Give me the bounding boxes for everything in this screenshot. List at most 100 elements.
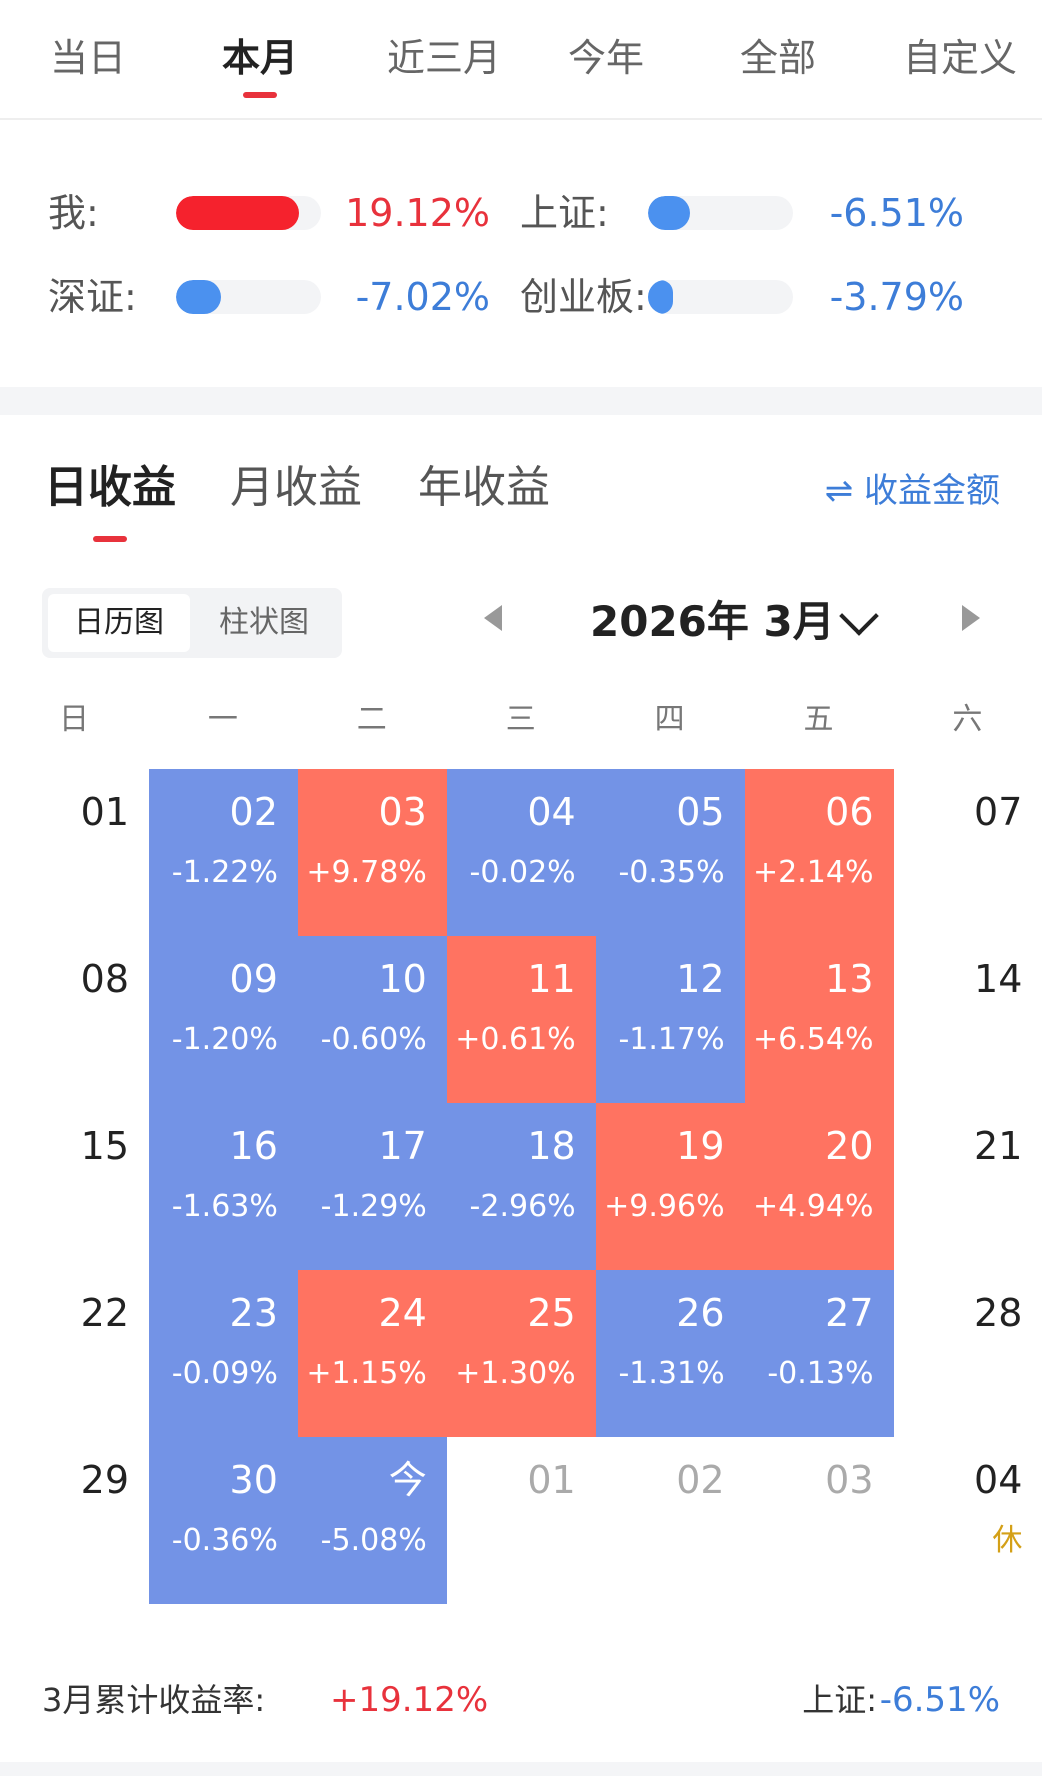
calendar-day-cell[interactable]: 03 +9.78% [297,769,447,936]
bar-view-button[interactable]: 柱状图 [219,605,309,640]
calendar-day-cell[interactable]: 07 [893,769,1042,936]
day-number: 12 [676,957,725,1001]
calendar-day-cell[interactable]: 02 -1.22% [148,769,298,936]
calendar-day-cell[interactable]: 03 [745,1437,894,1604]
tab-label: 本月 [221,36,298,80]
day-return: -0.09% [171,1356,278,1391]
next-month-arrow-icon[interactable] [962,605,980,631]
calendar-day-cell[interactable]: 13 +6.54% [744,936,894,1103]
calendar-day-cell[interactable]: 26 -1.31% [595,1270,745,1437]
calendar-day-cell[interactable]: 15 [0,1103,149,1270]
calendar-day-cell[interactable]: 08 [0,936,149,1103]
day-number: 16 [229,1124,278,1168]
calendar-day-cell[interactable]: 25 +1.30% [446,1270,596,1437]
calendar-day-cell[interactable]: 14 [893,936,1042,1103]
calendar-day-cell[interactable]: 11 +0.61% [446,936,596,1103]
day-number: 28 [974,1291,1023,1335]
tab-monthly-profit[interactable]: 月收益 [230,458,362,518]
calendar-day-cell[interactable]: 27 -0.13% [744,1270,894,1437]
day-number: 18 [527,1124,576,1168]
day-number: 11 [527,957,576,1001]
day-number: 19 [676,1124,725,1168]
month-title[interactable]: 2026年 3月 [590,597,835,646]
day-return: -2.96% [469,1189,576,1224]
tab-label: 当日 [49,36,126,80]
calendar-day-cell[interactable]: 05 -0.35% [595,769,745,936]
day-return: -1.29% [320,1189,427,1224]
active-tab-indicator [243,92,277,98]
calendar-day-cell[interactable]: 22 [0,1270,149,1437]
tab-label: 近三月 [386,36,501,80]
day-return: -1.20% [171,1022,278,1057]
bottom-divider [0,1762,1042,1776]
calendar-day-cell[interactable]: 04 -0.02% [446,769,596,936]
calendar-day-cell[interactable]: 01 [0,769,149,936]
shanghai-value: -6.51% [829,191,964,235]
day-return: +4.94% [753,1189,874,1224]
chinext-bar [648,280,793,314]
tab-today[interactable]: 当日 [40,30,136,90]
shanghai-bar [648,196,793,230]
calendar-day-cell[interactable]: 23 -0.09% [148,1270,298,1437]
shenzhen-bar [176,280,321,314]
calendar-day-cell[interactable]: 19 +9.96% [595,1103,745,1270]
day-number: 07 [974,790,1023,834]
profit-amount-toggle[interactable]: ⇌ 收益金额 [824,471,1000,511]
tab-yearly-profit[interactable]: 年收益 [418,458,550,518]
day-number: 今 [388,1458,427,1502]
day-return: -0.13% [767,1356,874,1391]
calendar-view-button[interactable]: 日历图 [48,594,190,652]
tab-label: 日收益 [44,462,176,513]
calendar-day-cell[interactable]: 10 -0.60% [297,936,447,1103]
day-number: 17 [378,1124,427,1168]
cumulative-return-value: +19.12% [330,1680,489,1720]
day-return: -1.31% [618,1356,725,1391]
return-comparison: 我: 19.12% 上证: -6.51% 深证: -7.02% 创业板: -3.… [0,122,1042,387]
chinext-bar-fill [648,280,673,314]
calendar-day-cell[interactable]: 30 -0.36% [148,1437,298,1604]
tab-this-year[interactable]: 今年 [558,30,654,90]
weekday-label: 一 [207,702,238,737]
my-return-bar-fill [176,196,300,230]
tab-label: 月收益 [230,462,362,513]
calendar-day-cell[interactable]: 17 -1.29% [297,1103,447,1270]
calendar-day-cell[interactable]: 今 -5.08% [297,1437,447,1604]
day-return: -0.36% [171,1523,278,1558]
calendar-day-cell[interactable]: 02 [596,1437,745,1604]
day-number: 13 [825,957,874,1001]
my-return-value: 19.12% [345,191,490,235]
tab-daily-profit[interactable]: 日收益 [44,458,176,542]
day-number: 30 [229,1458,278,1502]
month-summary: 3月累计收益率: +19.12% 上证: -6.51% [0,1670,1042,1730]
day-number: 06 [825,790,874,834]
calendar-day-cell[interactable]: 01 [447,1437,596,1604]
calendar-day-cell[interactable]: 28 [893,1270,1042,1437]
tab-custom[interactable]: 自定义 [888,30,1032,90]
day-number: 15 [80,1124,129,1168]
tab-all[interactable]: 全部 [730,30,826,90]
day-return: -1.22% [171,855,278,890]
calendar-day-cell[interactable]: 18 -2.96% [446,1103,596,1270]
calendar-day-cell[interactable]: 12 -1.17% [595,936,745,1103]
view-toggle: 日历图 柱状图 [42,588,342,658]
calendar-day-cell[interactable]: 04 休 [893,1437,1042,1604]
calendar-day-cell[interactable]: 21 [893,1103,1042,1270]
holiday-badge: 休 [992,1523,1023,1558]
calendar-day-cell[interactable]: 24 +1.15% [297,1270,447,1437]
weekday-label: 四 [654,702,685,737]
period-tabs: 当日 本月 近三月 今年 全部 自定义 [0,0,1042,120]
tab-this-month[interactable]: 本月 [212,30,308,98]
tab-last-three-months[interactable]: 近三月 [372,30,516,90]
tab-label: 自定义 [902,36,1017,80]
calendar-day-cell[interactable]: 20 +4.94% [744,1103,894,1270]
calendar-day-cell[interactable]: 16 -1.63% [148,1103,298,1270]
day-number: 20 [825,1124,874,1168]
calendar-day-cell[interactable]: 06 +2.14% [744,769,894,936]
calendar-day-cell[interactable]: 29 [0,1437,149,1604]
weekday-label: 五 [803,702,834,737]
shenzhen-value: -7.02% [355,275,490,319]
chevron-down-icon[interactable] [839,596,879,636]
day-number: 14 [974,957,1023,1001]
calendar-day-cell[interactable]: 09 -1.20% [148,936,298,1103]
prev-month-arrow-icon[interactable] [484,605,502,631]
